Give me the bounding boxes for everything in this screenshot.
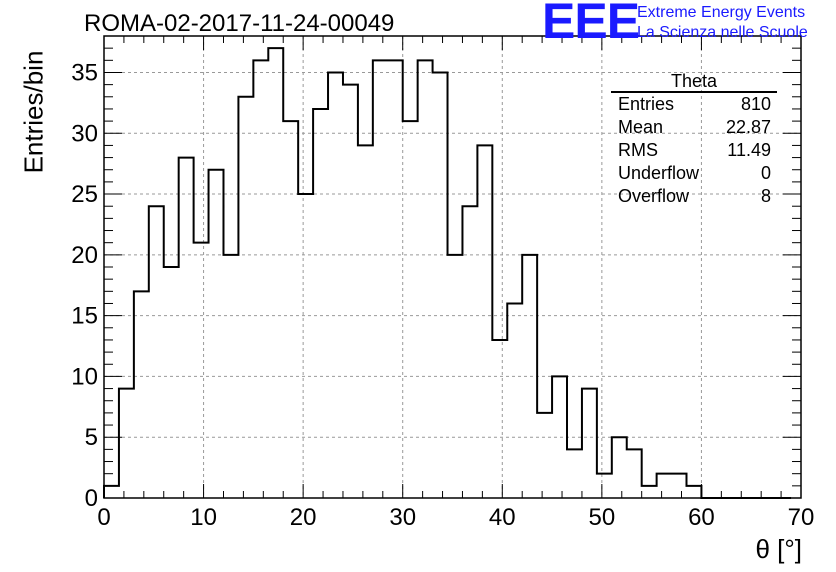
logo-subtitle-line1: Extreme Energy Events <box>637 4 806 21</box>
histogram-bar <box>119 389 134 498</box>
histogram-bar <box>492 340 507 498</box>
y-tick-label: 35 <box>71 59 98 86</box>
x-tick-label: 40 <box>489 504 516 531</box>
stats-row-mean: Mean 22.87 <box>611 116 777 139</box>
histogram-bar <box>343 85 358 498</box>
stats-title: Theta <box>611 71 777 93</box>
x-tick-label: 20 <box>290 504 317 531</box>
histogram-bar <box>388 60 403 498</box>
histogram-bar <box>283 121 298 498</box>
histogram-bar <box>194 243 209 498</box>
stats-box: Theta Entries 810 Mean 22.87 RMS 11.49 U… <box>611 71 777 208</box>
histogram-bar <box>268 48 283 498</box>
stats-row-underflow: Underflow 0 <box>611 162 777 185</box>
x-tick-label: 60 <box>688 504 715 531</box>
stats-row-rms: RMS 11.49 <box>611 139 777 162</box>
histogram-series-line <box>103 47 792 499</box>
x-axis-label: θ [°] <box>755 534 802 564</box>
histogram-bar <box>537 413 552 498</box>
histogram-bar <box>627 449 642 498</box>
histogram-bar <box>253 60 268 498</box>
y-tick-label: 15 <box>71 303 98 330</box>
x-tick-label: 70 <box>788 504 815 531</box>
histogram-bar <box>104 486 119 498</box>
histogram-bar <box>358 145 373 498</box>
histogram-bar <box>612 437 627 498</box>
stats-label: Underflow <box>618 163 700 183</box>
histogram-bar <box>403 121 418 498</box>
eee-logo: EEE <box>542 0 640 49</box>
histogram-bar <box>373 60 388 498</box>
histogram-bar <box>507 303 522 498</box>
stats-value: 810 <box>740 94 771 114</box>
histogram-bar <box>462 206 477 498</box>
y-tick-label: 0 <box>85 485 98 512</box>
y-tick-label: 25 <box>71 181 98 208</box>
stats-value: 11.49 <box>727 140 771 160</box>
histogram-bar <box>313 109 328 498</box>
histogram-bar <box>582 389 597 498</box>
histogram-bar <box>686 486 701 498</box>
logo-subtitle-line2: La Scienza nelle Scuole <box>637 24 808 41</box>
histogram-bar <box>298 194 313 498</box>
histogram-bar <box>657 474 672 498</box>
x-tick-label: 30 <box>389 504 416 531</box>
stats-value: 22.87 <box>725 117 771 137</box>
y-tick-label: 20 <box>71 242 98 269</box>
histogram-bar <box>567 449 582 498</box>
x-tick-label: 50 <box>589 504 616 531</box>
histogram-bar <box>238 97 253 498</box>
stats-value: 0 <box>760 163 771 183</box>
histogram-bar <box>433 72 448 498</box>
histogram-bar <box>672 474 687 498</box>
stats-label: Mean <box>618 117 664 137</box>
y-axis-label: Entries/bin <box>18 50 49 174</box>
histogram-bar <box>477 145 492 498</box>
stats-row-entries: Entries 810 <box>611 93 777 116</box>
histogram-bar <box>209 170 224 498</box>
y-tick-label: 30 <box>71 120 98 147</box>
run-title: ROMA-02-2017-11-24-00049 <box>84 10 395 37</box>
x-tick-label: 0 <box>97 504 110 531</box>
histogram-bar <box>149 206 164 498</box>
histogram-bar <box>134 291 149 498</box>
histogram-bar <box>179 158 194 498</box>
histogram-bar <box>642 486 657 498</box>
plot-frame <box>103 35 802 499</box>
stats-label: Entries <box>618 94 675 114</box>
y-tick-label: 5 <box>85 424 98 451</box>
histogram-bar <box>328 72 343 498</box>
stats-label: Overflow <box>618 186 690 206</box>
stats-value: 8 <box>760 186 771 206</box>
stats-row-overflow: Overflow 8 <box>611 185 777 208</box>
x-tick-label: 10 <box>190 504 217 531</box>
y-tick-label: 10 <box>71 363 98 390</box>
histogram-bar <box>164 267 179 498</box>
histogram-bar <box>418 60 433 498</box>
stats-label: RMS <box>618 140 658 160</box>
histogram-bar <box>597 474 612 498</box>
